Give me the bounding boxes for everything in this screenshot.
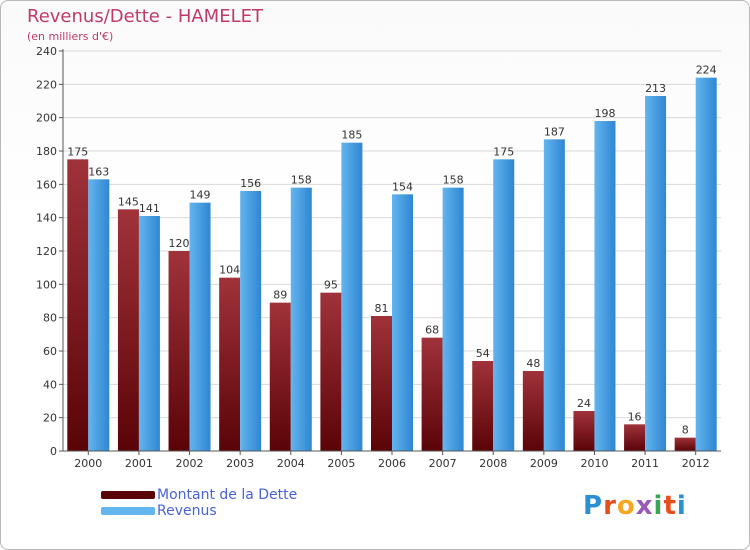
data-label-dette: 89: [273, 289, 287, 302]
proxiti-logo: Proxiti: [583, 491, 687, 521]
data-label-dette: 175: [67, 145, 88, 158]
logo-letter: t: [663, 491, 677, 521]
y-tick-label: 80: [43, 312, 57, 325]
y-tick-label: 60: [43, 345, 57, 358]
legend-label-revenus: Revenus: [157, 503, 217, 519]
data-label-dette: 24: [577, 397, 591, 410]
data-label-dette: 145: [118, 195, 139, 208]
data-label-revenus: 163: [88, 165, 109, 178]
bar-revenus: [341, 142, 363, 451]
y-tick-label: 140: [36, 212, 57, 225]
data-label-dette: 48: [526, 357, 540, 370]
bar-dette: [219, 277, 241, 451]
y-tick-label: 120: [36, 245, 57, 258]
bar-revenus: [240, 191, 262, 451]
data-label-revenus: 175: [493, 145, 514, 158]
data-label-dette: 54: [476, 347, 490, 360]
data-label-revenus: 156: [240, 177, 261, 190]
data-label-dette: 16: [628, 410, 642, 423]
bar-dette: [371, 316, 392, 451]
bar-dette: [117, 209, 139, 451]
bar-revenus: [645, 96, 667, 451]
legend-swatch-revenus: [101, 507, 155, 515]
bar-revenus: [543, 139, 565, 452]
data-label-dette: 120: [169, 237, 190, 250]
x-tick-label: 2003: [226, 457, 254, 470]
bar-dette: [522, 371, 544, 451]
logo-letter: i: [653, 491, 664, 521]
chart-title: Revenus/Dette - HAMELET: [27, 6, 263, 27]
legend: Montant de la Dette Revenus: [101, 487, 297, 519]
x-tick-label: 2010: [580, 457, 608, 470]
data-label-dette: 68: [425, 324, 439, 337]
x-tick-label: 2008: [479, 457, 507, 470]
data-label-revenus: 185: [341, 129, 362, 142]
x-tick-label: 2004: [277, 457, 305, 470]
y-tick-label: 200: [36, 112, 57, 125]
bar-dette: [320, 292, 342, 451]
legend-label-debt: Montant de la Dette: [157, 487, 298, 503]
y-tick-label: 240: [36, 45, 57, 58]
chart-subtitle: (en milliers d'€): [27, 30, 114, 43]
data-label-revenus: 213: [645, 82, 666, 95]
bar-dette: [674, 437, 696, 451]
bar-dette: [624, 424, 646, 451]
y-tick-label: 100: [36, 278, 57, 291]
data-label-revenus: 198: [594, 107, 615, 120]
x-tick-label: 2002: [176, 457, 204, 470]
x-tick-label: 2009: [530, 457, 558, 470]
bar-revenus: [392, 194, 413, 452]
data-label-revenus: 154: [392, 180, 413, 193]
bar-revenus: [290, 187, 312, 451]
logo-letter: x: [635, 491, 654, 521]
x-tick-label: 2000: [74, 457, 102, 470]
logo-letter: o: [616, 491, 636, 521]
data-label-dette: 8: [682, 424, 689, 437]
y-tick-label: 160: [36, 178, 57, 191]
legend-swatch-debt: [101, 491, 155, 499]
legend-item-revenus: Revenus: [101, 503, 297, 519]
data-label-revenus: 187: [544, 125, 565, 138]
data-label-revenus: 141: [139, 202, 160, 215]
bar-dette: [269, 302, 291, 451]
logo-letter: i: [676, 491, 687, 521]
bar-dette: [67, 159, 89, 452]
bar-revenus: [189, 202, 211, 451]
x-tick-label: 2006: [378, 457, 406, 470]
data-label-revenus: 158: [291, 174, 312, 187]
legend-item-debt: Montant de la Dette: [101, 487, 297, 503]
data-label-revenus: 224: [696, 64, 717, 77]
bar-dette: [472, 361, 494, 451]
data-label-dette: 95: [324, 279, 338, 292]
x-tick-label: 2012: [682, 457, 710, 470]
bar-dette: [168, 251, 190, 451]
logo-letter: P: [583, 491, 604, 521]
y-tick-label: 20: [43, 412, 57, 425]
data-label-revenus: 149: [190, 189, 211, 202]
data-label-dette: 81: [375, 302, 389, 315]
x-tick-label: 2011: [631, 457, 659, 470]
bar-dette: [421, 337, 443, 451]
data-label-dette: 104: [219, 264, 240, 277]
bar-revenus: [695, 77, 717, 452]
bar-revenus: [88, 179, 110, 452]
x-tick-label: 2001: [125, 457, 153, 470]
x-tick-label: 2007: [429, 457, 457, 470]
bar-dette: [573, 411, 595, 451]
bar-revenus: [594, 121, 616, 451]
y-tick-label: 180: [36, 145, 57, 158]
bar-revenus: [138, 216, 160, 451]
y-tick-label: 0: [50, 445, 57, 458]
logo-letter: r: [603, 491, 617, 521]
data-label-revenus: 158: [443, 174, 464, 187]
y-tick-label: 40: [43, 378, 57, 391]
bar-revenus: [442, 187, 464, 451]
x-tick-label: 2005: [327, 457, 355, 470]
y-tick-label: 220: [36, 78, 57, 91]
bar-revenus: [493, 159, 515, 452]
